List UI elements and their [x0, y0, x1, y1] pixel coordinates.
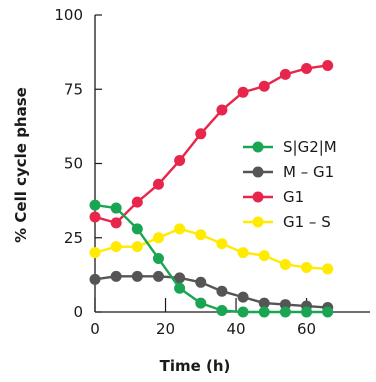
x-tick-label: 60	[297, 320, 316, 338]
data-point	[89, 199, 101, 211]
data-point	[152, 232, 164, 244]
data-point	[89, 273, 101, 285]
legend-label: G1	[283, 188, 304, 206]
data-point	[301, 306, 313, 318]
legend-label: G1 – S	[283, 213, 331, 231]
series-line	[94, 227, 328, 271]
legend-label: S|G2|M	[283, 138, 337, 156]
legend-item: G1 – S	[243, 213, 331, 231]
data-point	[216, 285, 228, 297]
data-point	[216, 104, 228, 116]
y-tick-label: 75	[64, 80, 83, 98]
data-point	[258, 306, 270, 318]
series-3	[89, 223, 334, 275]
legend-swatch-marker	[252, 191, 264, 203]
legend-swatch-marker	[252, 216, 264, 228]
data-point	[152, 270, 164, 282]
data-point	[279, 258, 291, 270]
data-point	[195, 276, 207, 288]
data-point	[279, 306, 291, 318]
legend-swatch-marker	[252, 166, 264, 178]
data-point	[174, 282, 186, 294]
data-point	[279, 68, 291, 80]
data-point	[131, 241, 143, 253]
data-point	[216, 238, 228, 250]
data-point	[174, 223, 186, 235]
data-point	[322, 306, 334, 318]
data-point	[258, 80, 270, 92]
data-point	[131, 223, 143, 235]
legend-item: G1	[243, 188, 304, 206]
y-tick-label: 100	[54, 6, 83, 24]
data-point	[237, 306, 249, 318]
data-point	[195, 229, 207, 241]
data-point	[110, 270, 122, 282]
data-point	[152, 178, 164, 190]
legend: S|G2|M M – G1 G1 G1 – S	[243, 138, 337, 231]
data-point	[131, 270, 143, 282]
data-point	[131, 196, 143, 208]
data-point	[258, 250, 270, 262]
data-point	[110, 202, 122, 214]
data-point	[152, 253, 164, 265]
x-tick-label: 0	[90, 320, 100, 338]
data-point	[322, 59, 334, 71]
data-point	[301, 261, 313, 273]
x-tick-label: 20	[156, 320, 175, 338]
series-layer	[89, 59, 334, 318]
data-point	[216, 305, 228, 317]
data-point	[110, 217, 122, 229]
legend-item: M – G1	[243, 163, 334, 181]
data-point	[89, 211, 101, 223]
data-point	[174, 272, 186, 284]
series-0	[89, 199, 334, 318]
data-point	[301, 62, 313, 74]
y-tick-label: 50	[64, 155, 83, 173]
y-tick-label: 25	[64, 229, 83, 247]
data-point	[110, 241, 122, 253]
ticks: 0 25 50 75 100 0 20 40 60	[54, 6, 316, 338]
x-tick-label: 40	[226, 320, 245, 338]
data-point	[195, 297, 207, 309]
series-line	[94, 275, 328, 309]
y-tick-label: 0	[73, 303, 83, 321]
data-point	[195, 128, 207, 140]
data-point	[258, 297, 270, 309]
data-point	[237, 291, 249, 303]
data-point	[237, 247, 249, 259]
y-axis-title: % Cell cycle phase	[12, 87, 30, 243]
data-point	[174, 155, 186, 167]
data-point	[237, 86, 249, 98]
series-2	[89, 59, 334, 229]
data-point	[322, 263, 334, 275]
x-axis-title: Time (h)	[160, 357, 231, 375]
legend-swatch-marker	[252, 141, 264, 153]
legend-item: S|G2|M	[243, 138, 337, 156]
legend-label: M – G1	[283, 163, 334, 181]
data-point	[89, 247, 101, 259]
